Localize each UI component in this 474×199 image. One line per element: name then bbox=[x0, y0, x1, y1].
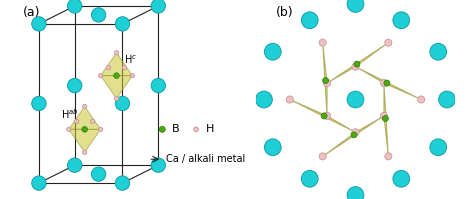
Polygon shape bbox=[290, 100, 356, 132]
Circle shape bbox=[99, 127, 103, 132]
Circle shape bbox=[418, 96, 425, 103]
Circle shape bbox=[91, 119, 95, 124]
Polygon shape bbox=[69, 129, 100, 152]
Circle shape bbox=[151, 158, 165, 172]
Circle shape bbox=[438, 91, 456, 108]
Circle shape bbox=[430, 139, 447, 156]
Polygon shape bbox=[384, 83, 388, 156]
Circle shape bbox=[115, 17, 130, 31]
Circle shape bbox=[130, 73, 135, 78]
Circle shape bbox=[91, 8, 106, 22]
Circle shape bbox=[301, 12, 318, 29]
Circle shape bbox=[352, 129, 359, 136]
Polygon shape bbox=[323, 43, 327, 116]
Circle shape bbox=[194, 127, 199, 132]
Text: Ca / alkali metal: Ca / alkali metal bbox=[166, 154, 246, 164]
Polygon shape bbox=[100, 53, 132, 76]
Circle shape bbox=[393, 12, 410, 29]
Circle shape bbox=[159, 126, 165, 132]
Polygon shape bbox=[327, 43, 388, 83]
Circle shape bbox=[115, 96, 130, 111]
Circle shape bbox=[319, 39, 326, 46]
Circle shape bbox=[68, 158, 82, 172]
Circle shape bbox=[430, 43, 447, 60]
Circle shape bbox=[347, 187, 364, 199]
Circle shape bbox=[354, 61, 360, 67]
Circle shape bbox=[74, 119, 79, 124]
Circle shape bbox=[351, 132, 357, 138]
Circle shape bbox=[122, 65, 127, 70]
Circle shape bbox=[68, 78, 82, 93]
Circle shape bbox=[91, 167, 106, 181]
Circle shape bbox=[264, 43, 281, 60]
Circle shape bbox=[114, 73, 119, 78]
Polygon shape bbox=[323, 116, 384, 156]
Circle shape bbox=[323, 112, 331, 119]
Circle shape bbox=[99, 73, 103, 78]
Circle shape bbox=[321, 113, 327, 119]
Circle shape bbox=[319, 153, 326, 160]
Circle shape bbox=[264, 139, 281, 156]
Circle shape bbox=[82, 127, 88, 132]
Circle shape bbox=[114, 51, 118, 55]
Circle shape bbox=[393, 170, 410, 187]
Circle shape bbox=[286, 96, 293, 103]
Circle shape bbox=[380, 79, 388, 87]
Circle shape bbox=[383, 115, 388, 121]
Circle shape bbox=[68, 0, 82, 13]
Circle shape bbox=[380, 112, 388, 119]
Circle shape bbox=[301, 170, 318, 187]
Circle shape bbox=[82, 150, 87, 154]
Circle shape bbox=[32, 17, 46, 31]
Circle shape bbox=[151, 0, 165, 13]
Circle shape bbox=[323, 79, 331, 87]
Text: H$^{ab}$: H$^{ab}$ bbox=[61, 108, 78, 121]
Circle shape bbox=[32, 176, 46, 190]
Circle shape bbox=[323, 78, 328, 84]
Polygon shape bbox=[100, 76, 132, 99]
Text: B: B bbox=[172, 124, 180, 134]
Polygon shape bbox=[69, 106, 100, 129]
Circle shape bbox=[151, 78, 165, 93]
Circle shape bbox=[384, 80, 390, 86]
Circle shape bbox=[352, 63, 359, 70]
Text: H$^c$: H$^c$ bbox=[125, 53, 137, 66]
Text: (b): (b) bbox=[276, 6, 293, 19]
Polygon shape bbox=[356, 67, 421, 100]
Circle shape bbox=[255, 91, 273, 108]
Circle shape bbox=[66, 127, 71, 132]
Circle shape bbox=[106, 65, 111, 70]
Circle shape bbox=[347, 0, 364, 12]
Circle shape bbox=[347, 91, 364, 108]
Circle shape bbox=[114, 96, 118, 101]
Text: H: H bbox=[206, 124, 214, 134]
Circle shape bbox=[82, 104, 87, 109]
Circle shape bbox=[32, 96, 46, 111]
Circle shape bbox=[385, 153, 392, 160]
Text: (a): (a) bbox=[23, 6, 40, 19]
Circle shape bbox=[115, 176, 130, 190]
Circle shape bbox=[385, 39, 392, 46]
